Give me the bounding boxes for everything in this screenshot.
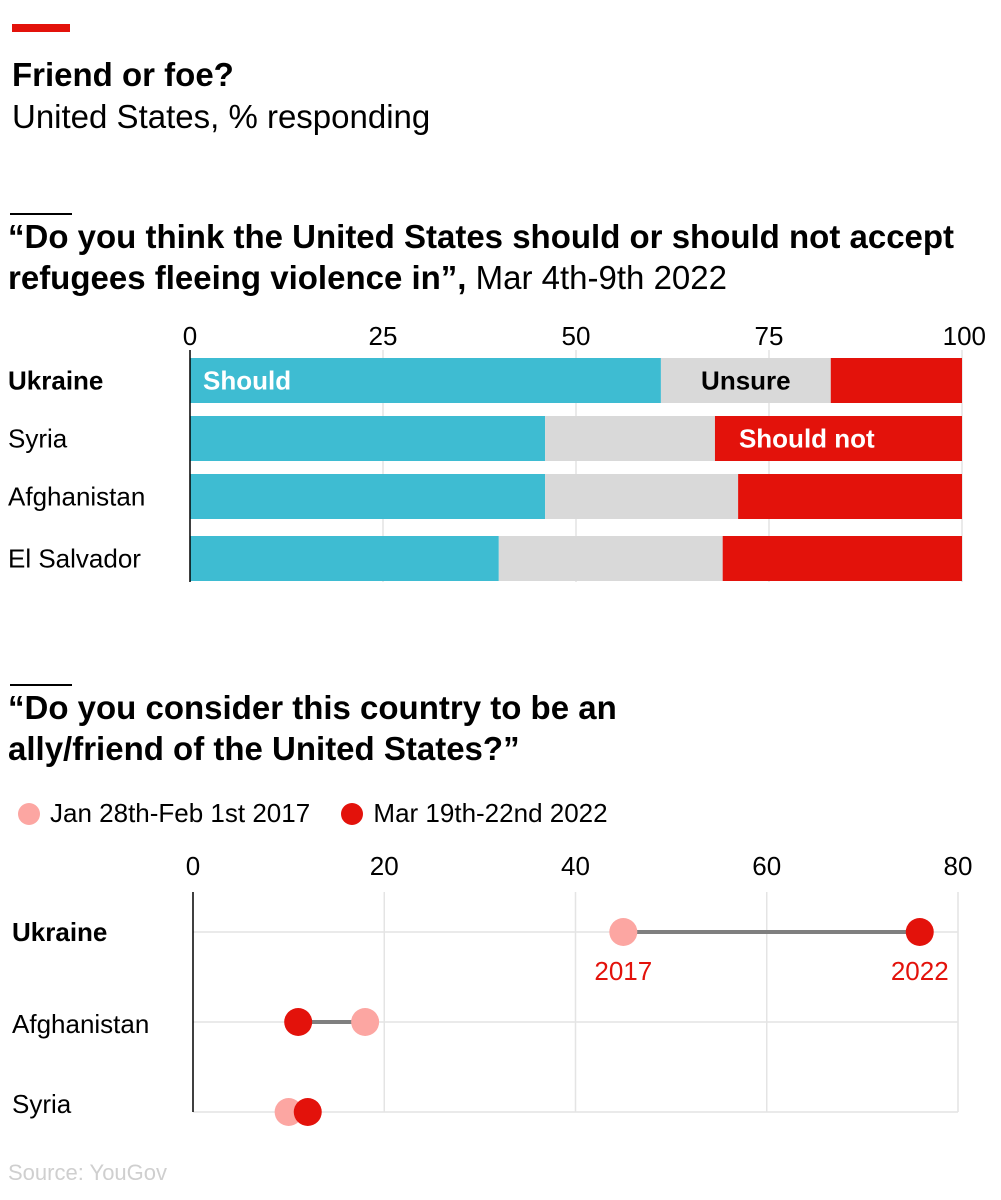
legend-dot-2017 — [18, 802, 40, 825]
refugees-bar-ukraine-should — [190, 358, 661, 403]
refugees-series-label-unsure: Unsure — [701, 366, 791, 396]
legend-label-2017: Jan 28th-Feb 1st 2017 — [50, 798, 311, 828]
refugees-bar-syria-should-not — [714, 416, 962, 461]
refugees-bar-ukraine-should-not — [830, 358, 962, 403]
refugees-tick-label-25: 25 — [369, 321, 398, 351]
section-rule-refugees — [10, 213, 72, 215]
chart-subtitle: United States, % responding — [12, 98, 431, 135]
ally-point-2022-ukraine — [905, 918, 934, 946]
legend-label-2022: Mar 19th-22nd 2022 — [373, 798, 608, 828]
source-note: Source: YouGov — [8, 1160, 168, 1185]
ally-annotation-2022: 2022 — [891, 956, 949, 986]
legend-item-2017: Jan 28th-Feb 1st 2017 — [18, 798, 310, 829]
refugees-bar-afghanistan-should-not — [738, 474, 962, 519]
ally-point-2017-ukraine — [609, 918, 638, 946]
ally-point-2022-afghanistan — [284, 1008, 313, 1036]
ally-category-label-ukraine: Ukraine — [12, 917, 107, 947]
refugees-category-label-syria: Syria — [8, 424, 68, 454]
refugees-bar-el-salvador-should-not — [722, 536, 962, 581]
refugees-tick-label-100: 100 — [943, 321, 986, 351]
refugees-bar-afghanistan-unsure — [545, 474, 739, 519]
brand-accent-bar — [12, 24, 70, 32]
ally-tick-label-60: 60 — [752, 851, 781, 881]
ally-question: “Do you consider this country to be an a… — [8, 689, 617, 767]
refugees-bar-syria-unsure — [545, 416, 715, 461]
ally-annotation-2017: 2017 — [594, 956, 652, 986]
ally-point-2022-syria — [293, 1098, 322, 1126]
refugees-bar-syria-should — [190, 416, 546, 461]
refugees-tick-label-0: 0 — [183, 321, 197, 351]
ally-point-2017-syria — [274, 1098, 303, 1126]
chart-title: Friend or foe? — [12, 56, 234, 93]
refugees-question-text: “Do you think the United States should o… — [8, 218, 955, 296]
refugees-bar-el-salvador-unsure — [498, 536, 723, 581]
legend-item-2022: Mar 19th-22nd 2022 — [341, 798, 608, 829]
ally-legend: Jan 28th-Feb 1st 2017 Mar 19th-22nd 2022 — [18, 798, 632, 832]
ally-tick-label-0: 0 — [186, 851, 200, 881]
ally-category-label-afghanistan: Afghanistan — [12, 1009, 149, 1039]
refugees-series-label-should-not: Should not — [739, 424, 875, 454]
refugees-category-label-ukraine: Ukraine — [8, 366, 103, 396]
refugees-tick-label-50: 50 — [562, 321, 591, 351]
ally-category-label-syria: Syria — [12, 1089, 72, 1119]
refugees-tick-label-75: 75 — [755, 321, 784, 351]
refugees-category-label-afghanistan: Afghanistan — [8, 482, 145, 512]
refugees-question: “Do you think the United States should o… — [8, 216, 993, 298]
refugees-bar-afghanistan-should — [190, 474, 546, 519]
ally-tick-label-80: 80 — [944, 851, 973, 881]
ally-tick-label-40: 40 — [561, 851, 590, 881]
refugees-bar-ukraine-unsure — [660, 358, 831, 403]
ally-tick-label-20: 20 — [370, 851, 399, 881]
section-rule-ally — [10, 684, 72, 686]
refugees-question-date: Mar 4th-9th 2022 — [475, 259, 727, 296]
legend-dot-2022 — [341, 802, 364, 825]
refugees-bar-el-salvador-should — [190, 536, 499, 581]
ally-point-2017-afghanistan — [351, 1008, 380, 1036]
refugees-category-label-el-salvador: El Salvador — [8, 544, 141, 574]
refugees-series-label-should: Should — [203, 366, 291, 396]
